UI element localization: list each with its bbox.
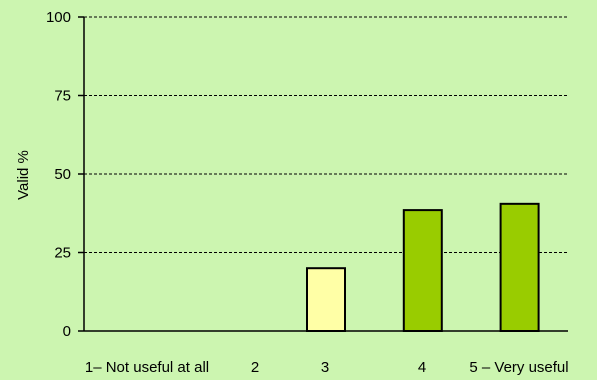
x-tick-label: 5 – Very useful: [469, 359, 568, 376]
gridlines: [78, 16, 568, 332]
y-axis-title: Valid %: [15, 150, 32, 200]
x-tick-label: 4: [418, 359, 426, 376]
y-tick-label: 50: [54, 166, 71, 183]
x-tick-labels: 1– Not useful at all 2 3 4 5 – Very useful: [85, 359, 569, 376]
y-tick-label: 100: [46, 9, 71, 26]
x-tick-label: 3: [321, 359, 329, 376]
bar-3: [306, 267, 346, 333]
bar-5: [499, 202, 540, 332]
bar-4: [402, 209, 443, 332]
y-tick-label: 0: [63, 323, 71, 340]
y-tick-label: 25: [54, 245, 71, 262]
x-tick-label: 2: [251, 359, 259, 376]
x-tick-label: 1– Not useful at all: [85, 359, 209, 376]
axes: [83, 17, 568, 332]
y-tick-label: 75: [54, 88, 71, 105]
y-tick-labels: 0 25 50 75 100: [46, 9, 71, 340]
bars: [306, 202, 540, 333]
